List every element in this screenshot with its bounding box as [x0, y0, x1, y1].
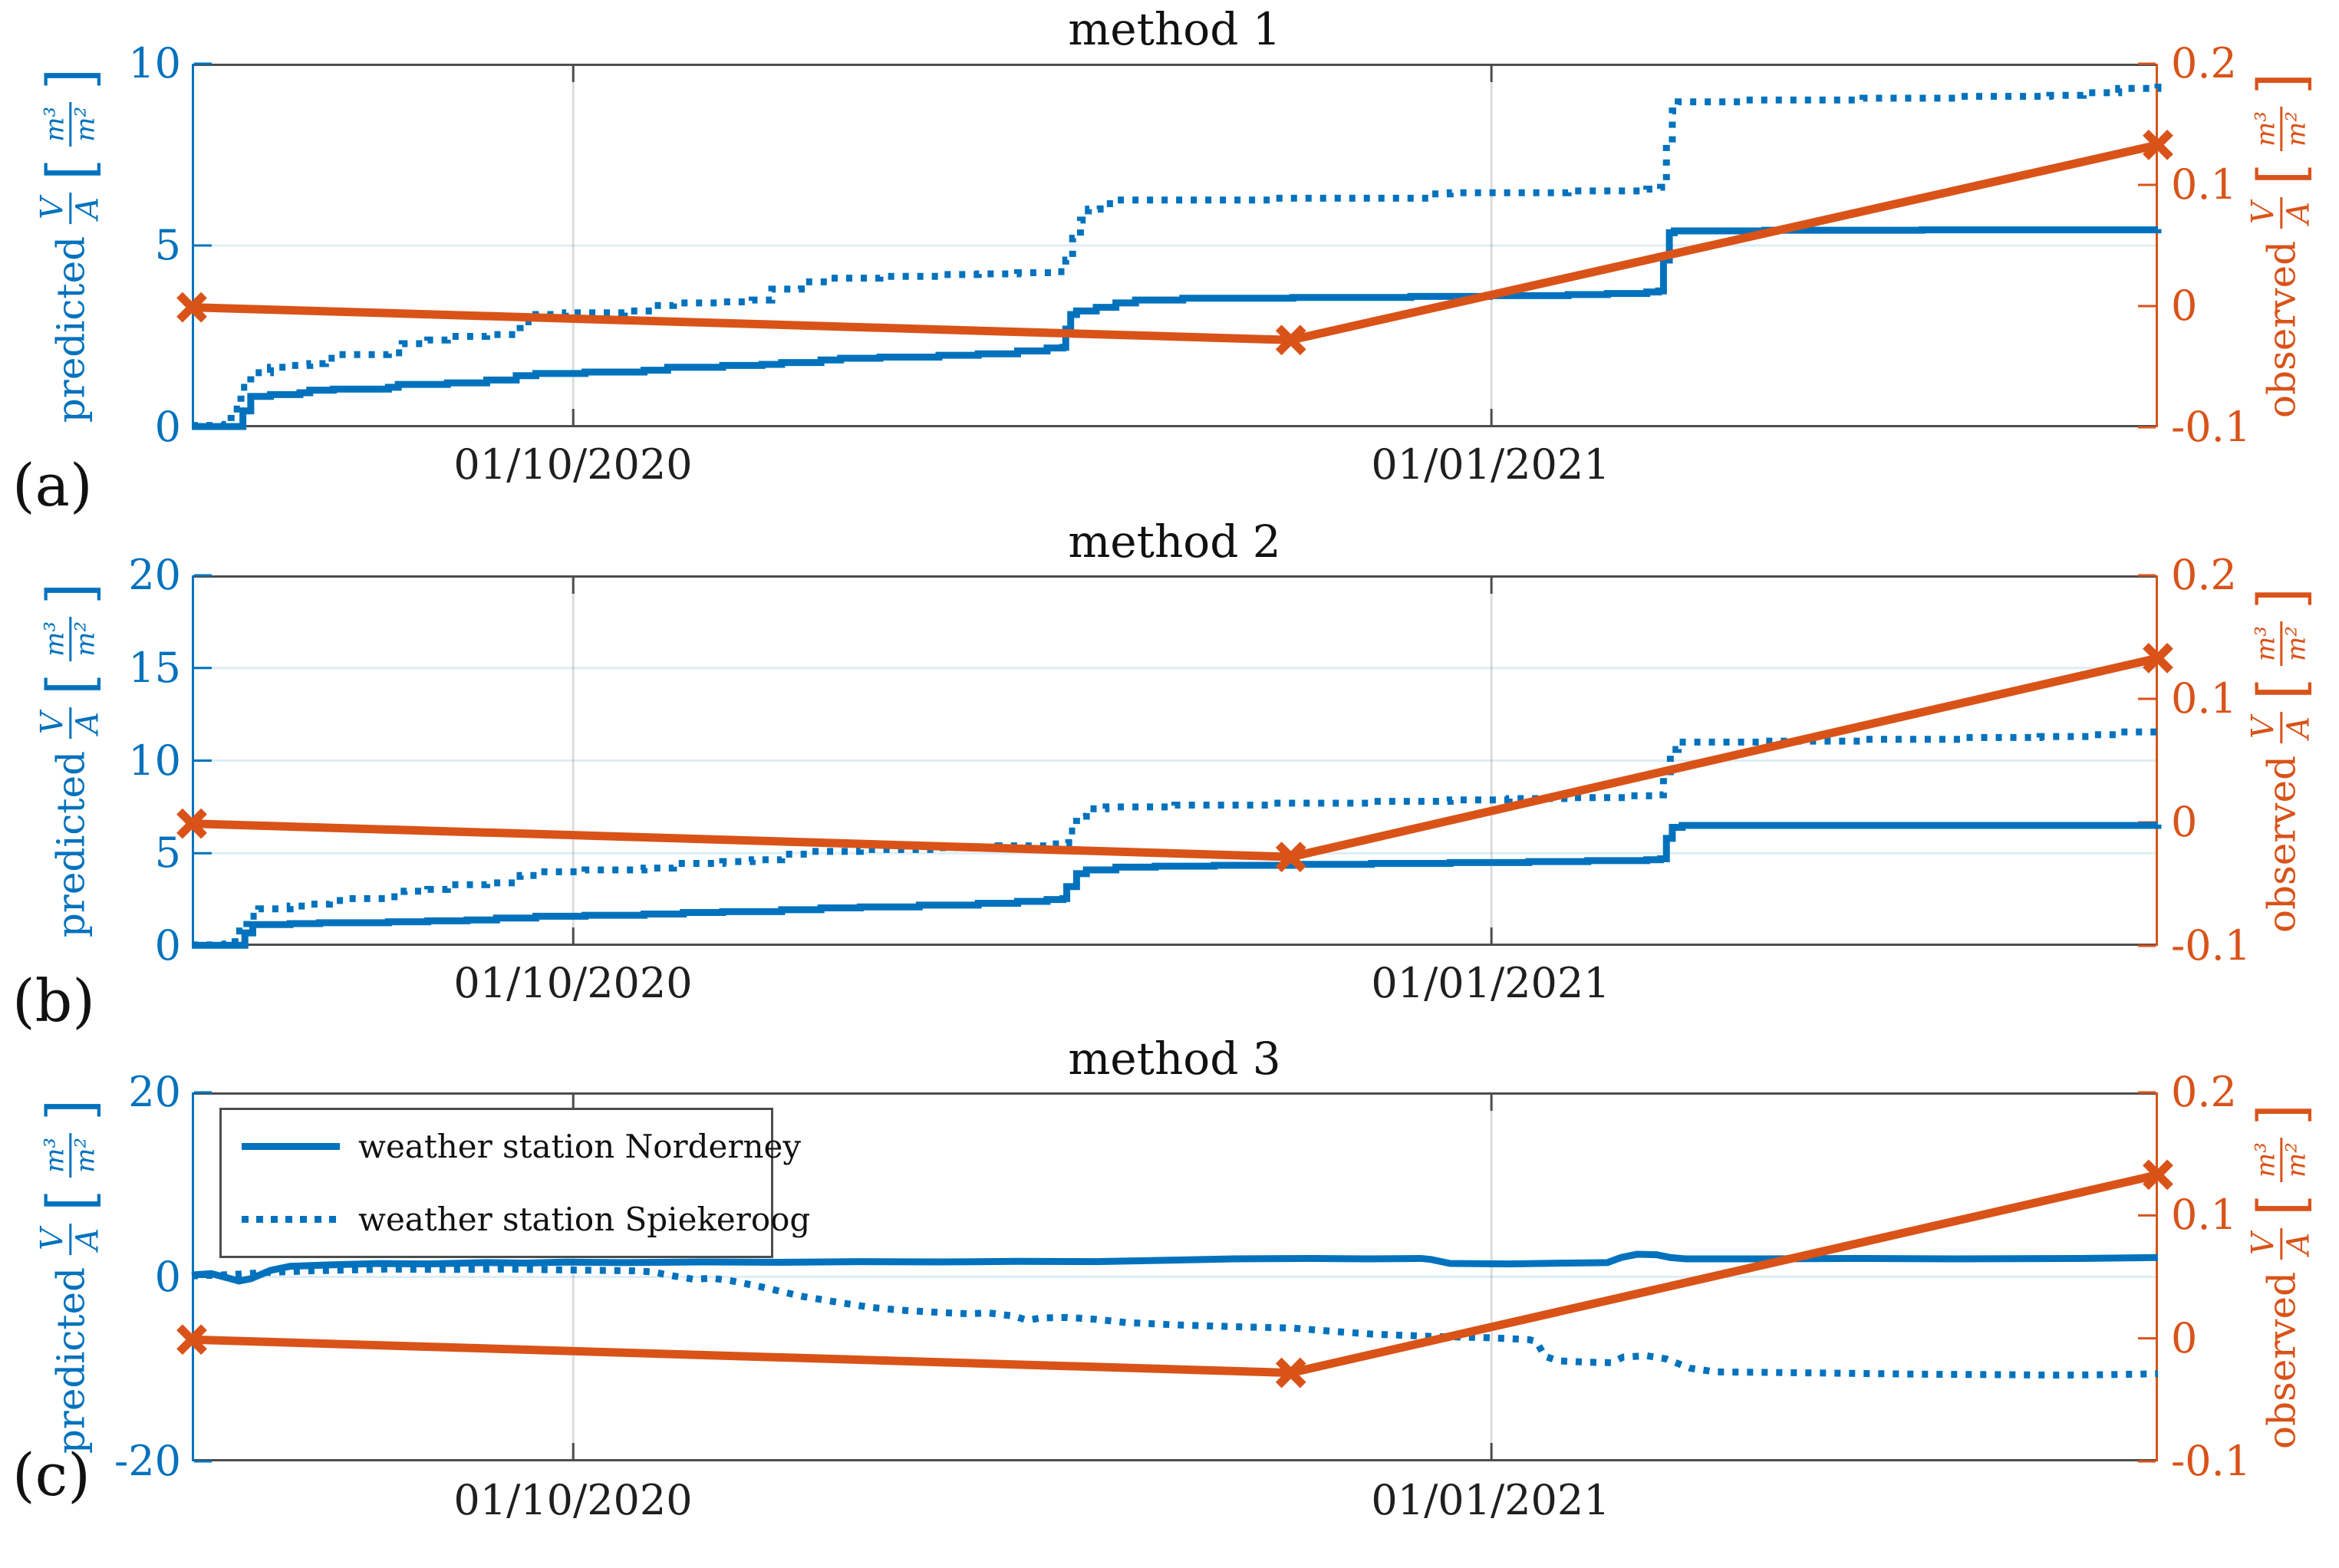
panel-c-title: method 3 — [1068, 1033, 1281, 1085]
left-bracket: [ — [2244, 163, 2318, 186]
observed-x-marker — [1275, 1357, 1306, 1388]
observed-x-marker — [176, 292, 207, 323]
panel-b-letter: (b) — [12, 967, 95, 1035]
panel-a-xtick-jan: 01/01/2021 — [1371, 440, 1610, 489]
unit-fraction: m³ m² — [2251, 1138, 2312, 1182]
panel-c-xtick-oct: 01/10/2020 — [453, 1476, 693, 1524]
panel-b-right-ytick: 0.2 — [2171, 551, 2237, 599]
series-weather-station-norderney — [191, 1250, 2159, 1285]
unit-fraction: m³ m² — [40, 1133, 101, 1178]
right-bracket: ] — [2244, 72, 2318, 95]
panel-a-title: method 1 — [1068, 3, 1281, 55]
series-weather-station-norderney — [192, 822, 2162, 949]
panel-c-left-ytick: -20 — [114, 1437, 181, 1485]
panel-c-xtick-jan: 01/01/2021 — [1371, 1476, 1610, 1524]
panel-c-right-ytick: -0.1 — [2171, 1437, 2252, 1485]
legend-label: weather station Norderney — [358, 1128, 802, 1165]
panel-c-chart — [176, 1091, 2173, 1463]
right-bracket: ] — [2244, 587, 2318, 610]
left-bracket: [ — [2244, 1194, 2318, 1217]
panel-b-left-ytick: 5 — [154, 828, 181, 878]
panel-a-right-ytick: -0.1 — [2171, 403, 2252, 451]
panel-b-chart — [176, 574, 2173, 949]
solid-line-swatch — [242, 1143, 340, 1150]
series-weather-station-norderney — [192, 226, 2162, 430]
observed-x-marker — [2143, 642, 2173, 674]
observed-x-marker — [2143, 1159, 2173, 1191]
panel-c-right-ytick: 0.2 — [2171, 1068, 2237, 1116]
panel-b-left-ytick: 0 — [154, 921, 181, 970]
panel-b-right-ytick: 0.1 — [2171, 674, 2237, 723]
panel-b-right-ytick: -0.1 — [2171, 921, 2252, 970]
observed-x-marker — [2143, 129, 2173, 160]
left-bracket: [ — [2244, 677, 2318, 700]
panel-a-letter: (a) — [12, 451, 93, 519]
legend-box: weather station Norderney weather statio… — [219, 1108, 810, 1258]
panel-a-right-ytick: 0 — [2171, 282, 2198, 330]
observed-x-marker — [1275, 324, 1306, 356]
observed-x-marker — [176, 808, 207, 839]
observed-word: observed — [2259, 240, 2304, 419]
panel-c-left-ytick: 0 — [154, 1252, 181, 1301]
panel-a-chart — [176, 62, 2173, 430]
panel-a-right-ytick: 0.2 — [2171, 39, 2237, 87]
legend-item-spiekeroog: weather station Spiekeroog — [222, 1201, 810, 1238]
legend-label: weather station Spiekeroog — [358, 1201, 811, 1238]
panel-a-left-ytick: 0 — [154, 403, 181, 451]
observed-x-marker — [1275, 842, 1306, 872]
panel-b-xtick-oct: 01/10/2020 — [453, 959, 693, 1007]
panel-c-plot-area — [176, 1091, 2173, 1463]
legend-item-norderney: weather station Norderney — [222, 1128, 801, 1165]
panel-a-xtick-oct: 01/10/2020 — [453, 440, 693, 489]
observed-x-marker — [176, 1324, 207, 1356]
panel-b-left-ytick: 15 — [128, 643, 181, 692]
unit-fraction: m³ m² — [2251, 621, 2312, 666]
observed-word: observed — [2259, 755, 2304, 934]
observed-word: observed — [2259, 1271, 2304, 1450]
panel-a-right-ytick: 0.1 — [2171, 160, 2237, 209]
left-bracket: [ — [33, 158, 107, 180]
panel-a-plot-area — [176, 62, 2173, 430]
panel-b-left-ytick: 10 — [128, 736, 181, 785]
panel-c-right-ytick: 0 — [2171, 1313, 2198, 1362]
dotted-line-swatch — [242, 1216, 340, 1223]
series-weather-station-spiekeroog — [192, 84, 2162, 430]
panel-c-left-ytick: 20 — [128, 1068, 181, 1116]
panel-b-left-ytick: 20 — [128, 551, 181, 599]
left-bracket: [ — [33, 1189, 107, 1211]
right-bracket: ] — [2244, 1103, 2318, 1126]
series-weather-station-spiekeroog — [191, 1265, 2159, 1379]
panel-c-letter: (c) — [12, 1441, 91, 1509]
unit-fraction: m³ m² — [2251, 107, 2312, 151]
panel-c-right-ytick: 0.1 — [2171, 1191, 2237, 1240]
unit-fraction: m³ m² — [40, 102, 101, 147]
panel-b-right-ytick: 0 — [2171, 798, 2198, 846]
panel-a-left-ytick: 10 — [128, 39, 181, 87]
panel-a-left-ytick: 5 — [154, 221, 181, 269]
panel-b-plot-area — [176, 574, 2173, 949]
series-observed — [191, 140, 2159, 344]
panel-b-xtick-jan: 01/01/2021 — [1371, 959, 1610, 1007]
panel-b-title: method 2 — [1068, 516, 1281, 568]
